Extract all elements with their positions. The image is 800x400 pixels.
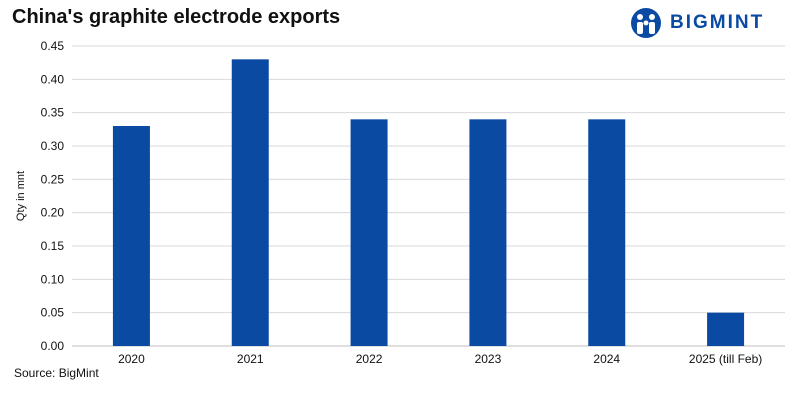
y-tick-label: 0.05 xyxy=(41,306,65,320)
x-tick-label: 2023 xyxy=(475,352,502,366)
bar xyxy=(588,119,626,346)
y-tick-label: 0.10 xyxy=(41,272,65,286)
x-tick-label: 2025 (till Feb) xyxy=(689,352,762,366)
y-tick-label: 0.25 xyxy=(41,172,65,186)
y-tick-label: 0.45 xyxy=(41,39,65,53)
bar xyxy=(350,119,388,346)
bar xyxy=(231,59,269,346)
bigmint-logo: BIGMINT xyxy=(630,6,790,40)
y-tick-label: 0.00 xyxy=(41,339,65,353)
y-tick-label: 0.30 xyxy=(41,139,65,153)
logo-text: BIGMINT xyxy=(670,12,765,33)
chart-title: China's graphite electrode exports xyxy=(12,6,341,28)
bigmint-logo-icon xyxy=(631,8,661,38)
y-tick-label: 0.40 xyxy=(41,72,65,86)
bar xyxy=(469,119,507,346)
bar xyxy=(707,312,745,346)
bar xyxy=(112,126,150,346)
x-tick-label: 2022 xyxy=(356,352,383,366)
y-axis-label: Qty in mnt xyxy=(15,171,27,221)
source-note: Source: BigMint xyxy=(14,366,99,380)
y-tick-label: 0.35 xyxy=(41,106,65,120)
x-tick-label: 2020 xyxy=(118,352,145,366)
y-tick-label: 0.15 xyxy=(41,239,65,253)
x-tick-label: 2021 xyxy=(237,352,264,366)
x-tick-label: 2024 xyxy=(593,352,620,366)
y-tick-label: 0.20 xyxy=(41,206,65,220)
